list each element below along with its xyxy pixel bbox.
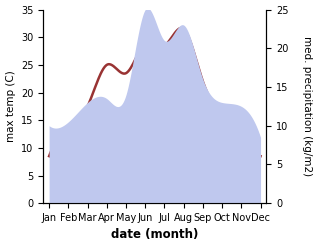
X-axis label: date (month): date (month) [111,228,198,242]
Y-axis label: med. precipitation (kg/m2): med. precipitation (kg/m2) [302,36,313,176]
Y-axis label: max temp (C): max temp (C) [5,70,16,142]
